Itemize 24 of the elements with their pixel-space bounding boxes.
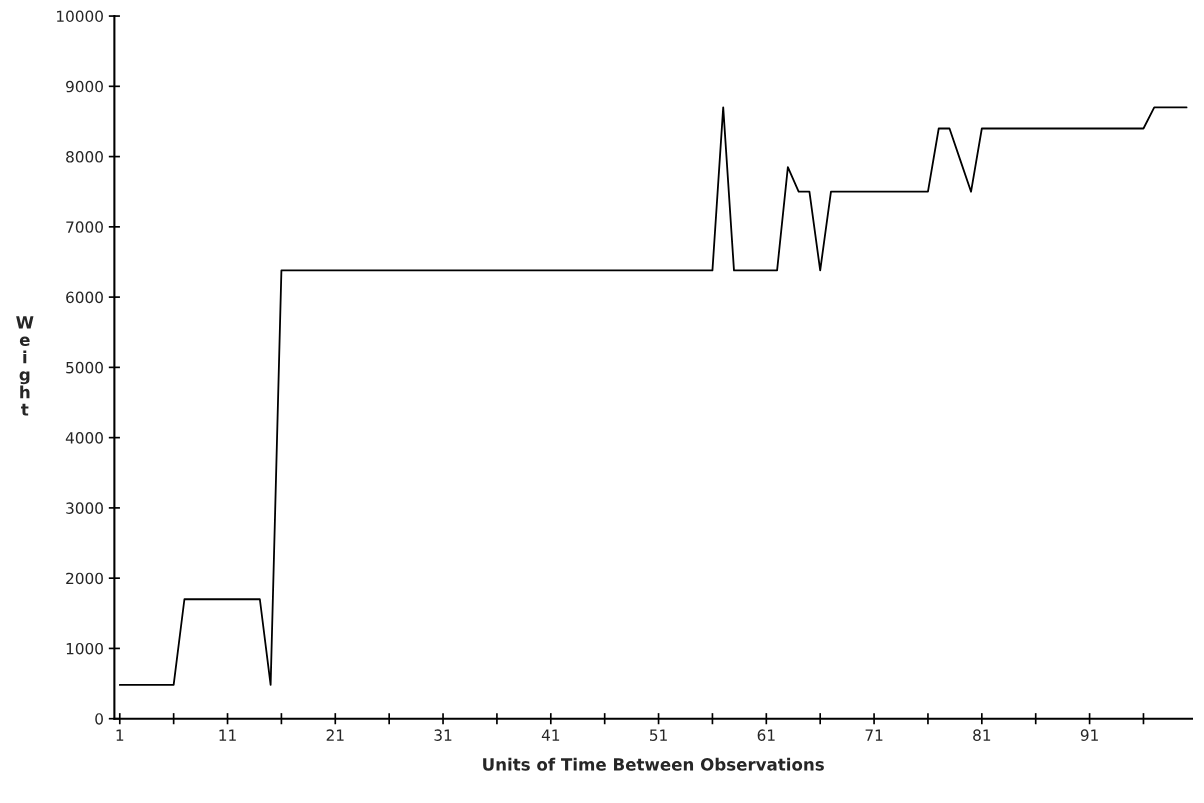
y-tick-label: 10000 bbox=[57, 10, 103, 23]
y-tick-label: 8000 bbox=[66, 151, 103, 163]
x-tick-label: 11 bbox=[219, 729, 236, 741]
x-tick-label: 21 bbox=[326, 729, 344, 741]
y-tick-label: 3000 bbox=[66, 502, 103, 514]
y-tick-label: 7000 bbox=[66, 221, 103, 233]
y-tick-label: 9000 bbox=[66, 80, 103, 93]
y-tick-label: 2000 bbox=[66, 572, 103, 585]
x-tick-label: 1 bbox=[116, 729, 124, 741]
y-axis-title: Weight bbox=[16, 316, 34, 416]
x-tick-label: 61 bbox=[757, 729, 775, 741]
y-tick-label: 6000 bbox=[66, 291, 103, 304]
x-tick-label: 51 bbox=[650, 729, 667, 741]
x-axis-title: Units of Time Between Observations bbox=[483, 757, 824, 771]
x-tick-label: 41 bbox=[541, 729, 560, 741]
line-series bbox=[118, 106, 1188, 686]
x-tick-label: 71 bbox=[865, 729, 883, 741]
y-tick-label: 5000 bbox=[66, 361, 103, 374]
x-tick-label: 81 bbox=[973, 729, 991, 741]
x-tick-label: 31 bbox=[434, 729, 452, 741]
y-tick-label: 1000 bbox=[66, 642, 103, 655]
x-tick-label: 91 bbox=[1080, 729, 1098, 741]
y-tick-label: 4000 bbox=[65, 432, 103, 444]
y-tick-label: 0 bbox=[95, 713, 103, 725]
